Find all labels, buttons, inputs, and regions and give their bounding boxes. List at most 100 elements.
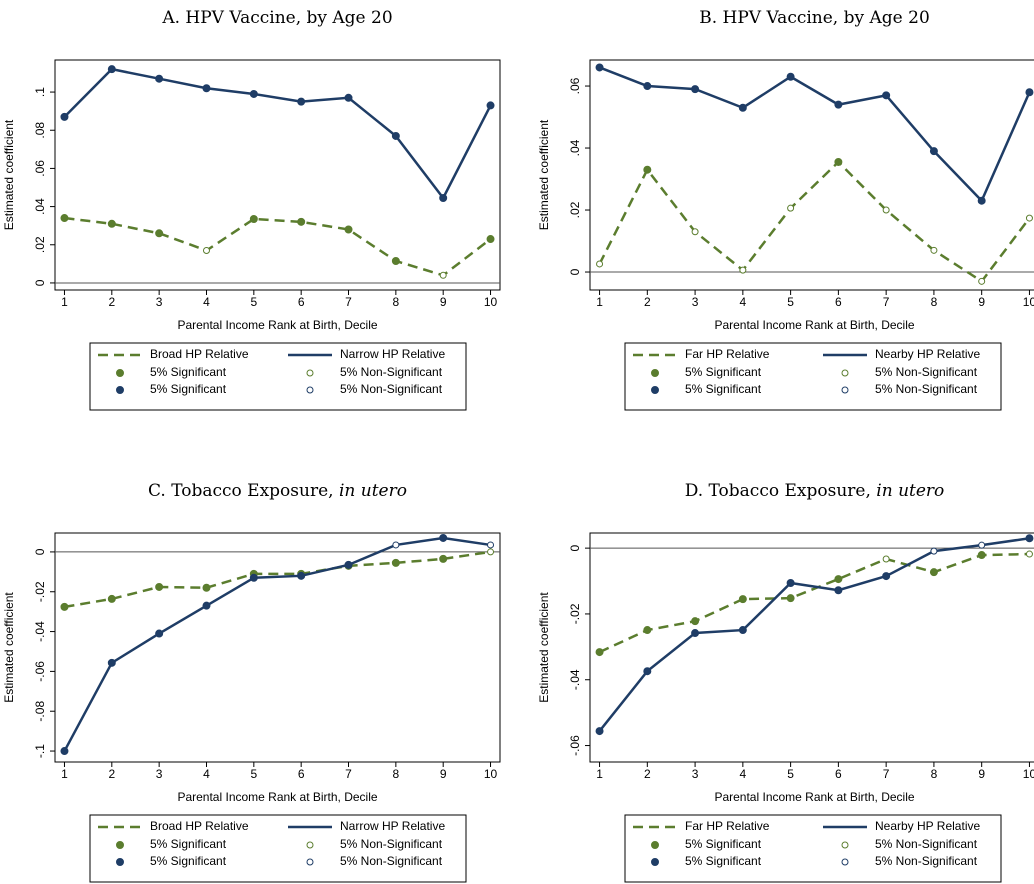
data-point: [487, 548, 495, 556]
x-tick-label: 10: [484, 295, 498, 309]
y-axis-title: Estimated coefficient: [537, 592, 551, 703]
series-line: [64, 216, 492, 277]
title-text: D. Tobacco Exposure,: [685, 481, 871, 501]
legend-label: 5% Significant: [685, 365, 762, 379]
x-tick-label: 1: [61, 295, 68, 309]
x-tick-label: 5: [250, 767, 257, 781]
x-tick-label: 10: [1023, 295, 1034, 309]
data-point: [202, 84, 211, 93]
data-point: [1025, 534, 1034, 543]
y-tick-label: -.06: [568, 735, 582, 756]
data-point: [930, 547, 938, 555]
x-tick-label: 2: [108, 767, 115, 781]
y-axis-title: Estimated coefficient: [2, 592, 16, 703]
data-point: [786, 579, 795, 588]
x-axis-title: Parental Income Rank at Birth, Decile: [177, 318, 377, 332]
plot-frame: [589, 59, 1034, 291]
series-line: [598, 537, 1030, 732]
x-tick-label: 4: [740, 295, 747, 309]
x-tick-label: 4: [740, 767, 747, 781]
panel-title: A. HPV Vaccine, by Age 20: [161, 8, 392, 28]
data-point: [439, 271, 447, 279]
x-tick-label: 2: [108, 295, 115, 309]
x-tick-label: 4: [203, 295, 210, 309]
data-point: [391, 131, 400, 140]
data-point: [691, 228, 699, 236]
x-tick-label: 9: [440, 767, 447, 781]
legend-box: [89, 342, 467, 411]
legend-label: 5% Significant: [685, 837, 762, 851]
x-tick-label: 1: [596, 295, 603, 309]
title-text: A. HPV Vaccine, by Age 20: [161, 8, 392, 28]
y-tick-label: -.02: [568, 603, 582, 624]
y-tick-label: 0: [568, 544, 582, 551]
x-tick-label: 7: [345, 767, 352, 781]
data-point: [596, 260, 604, 268]
legend-label: Nearby HP Relative: [875, 819, 980, 833]
data-point: [155, 74, 164, 83]
x-tick-label: 8: [393, 767, 400, 781]
y-tick-label: .02: [33, 236, 47, 253]
data-point: [691, 629, 700, 638]
data-point: [60, 747, 69, 756]
legend-marker: [841, 841, 849, 849]
data-point: [202, 246, 210, 254]
x-tick-label: 10: [1023, 767, 1034, 781]
x-axis-title: Parental Income Rank at Birth, Decile: [714, 318, 914, 332]
x-tick-label: 2: [644, 767, 651, 781]
data-point: [643, 667, 652, 676]
legend-label: Narrow HP Relative: [340, 819, 445, 833]
x-tick-label: 9: [440, 295, 447, 309]
legend-label: 5% Significant: [150, 382, 227, 396]
data-point: [739, 266, 747, 274]
data-point: [391, 256, 400, 265]
data-point: [107, 594, 116, 603]
legend-label: Nearby HP Relative: [875, 347, 980, 361]
legend-label: Broad HP Relative: [150, 819, 249, 833]
data-point: [882, 555, 890, 563]
y-tick-label: .02: [568, 201, 582, 218]
legend-marker: [116, 841, 124, 849]
x-tick-label: 6: [298, 767, 305, 781]
data-point: [60, 214, 69, 223]
data-point: [107, 658, 116, 667]
title-italic: in utero: [339, 481, 407, 501]
legend-label: 5% Significant: [150, 365, 227, 379]
legend-label: 5% Significant: [685, 854, 762, 868]
series-line: [63, 67, 492, 201]
data-point: [155, 229, 164, 238]
x-tick-label: 3: [692, 767, 699, 781]
legend-marker: [116, 858, 124, 866]
data-point: [882, 206, 890, 214]
legend-label: 5% Non-Significant: [340, 837, 443, 851]
data-point: [155, 582, 164, 591]
legend-box: [89, 814, 467, 883]
data-point: [643, 82, 652, 91]
data-point: [202, 583, 211, 592]
panel-title: C. Tobacco Exposure, in utero: [148, 481, 407, 501]
x-tick-label: 5: [787, 767, 794, 781]
legend-marker: [306, 841, 314, 849]
legend-label: Far HP Relative: [685, 347, 770, 361]
y-tick-label: .04: [33, 198, 47, 215]
data-point: [978, 541, 986, 549]
legend-label: Narrow HP Relative: [340, 347, 445, 361]
data-point: [249, 89, 258, 98]
x-tick-label: 1: [596, 767, 603, 781]
x-tick-label: 4: [203, 767, 210, 781]
x-tick-label: 3: [692, 295, 699, 309]
data-point: [738, 595, 747, 604]
legend-label: 5% Non-Significant: [875, 365, 978, 379]
data-point: [834, 157, 843, 166]
legend-label: 5% Non-Significant: [875, 382, 978, 396]
data-point: [738, 103, 747, 112]
x-tick-label: 9: [978, 767, 985, 781]
data-point: [344, 225, 353, 234]
series-line: [599, 552, 1030, 654]
data-point: [977, 551, 986, 560]
data-point: [107, 65, 116, 74]
series-line: [63, 536, 491, 752]
data-point: [595, 648, 604, 657]
data-point: [486, 101, 495, 110]
